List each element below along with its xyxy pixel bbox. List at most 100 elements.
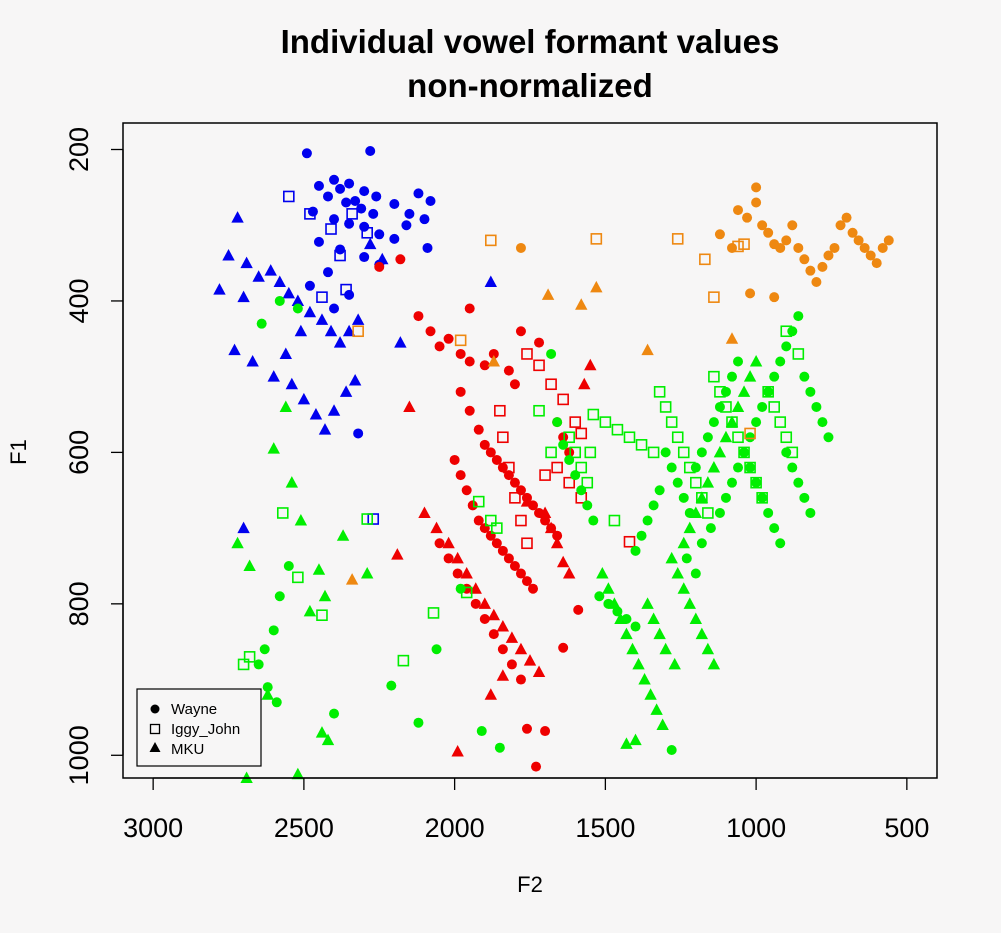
- legend-marker-square: [149, 723, 161, 735]
- data-point-mku-green: [731, 400, 745, 412]
- data-point-mku-blue: [318, 423, 332, 435]
- data-point-wayne-blue: [371, 191, 382, 202]
- data-point-iggy-john-red: [494, 404, 506, 417]
- data-point-wayne-green: [745, 462, 756, 473]
- y-tick-label: 1000: [64, 725, 94, 785]
- data-point-wayne-red: [497, 644, 508, 655]
- data-point-mku-green: [677, 582, 690, 594]
- data-point-wayne-orange: [877, 242, 888, 253]
- legend-marker-triangle: [149, 742, 161, 752]
- data-point-mku-red: [538, 506, 552, 518]
- data-point-iggy-john-green: [738, 446, 750, 459]
- data-point-mku-green: [701, 642, 715, 655]
- data-point-mku-green: [315, 726, 329, 738]
- data-point-mku-green: [294, 514, 308, 526]
- data-point-wayne-orange: [751, 197, 762, 208]
- data-point-wayne-red: [443, 333, 454, 344]
- data-point-wayne-green: [775, 538, 786, 549]
- data-point-iggy-john-blue: [367, 513, 380, 525]
- data-point-iggy-john-green: [768, 401, 781, 413]
- y-axis: 200 400 600 800 1000: [64, 127, 124, 785]
- data-point-wayne-red: [449, 454, 460, 465]
- data-point-mku-green: [656, 718, 669, 730]
- data-point-wayne-green: [558, 439, 569, 450]
- data-point-wayne-red: [464, 303, 475, 314]
- legend-marker-circle: [150, 704, 160, 714]
- data-point-wayne-red: [528, 583, 539, 594]
- data-point-iggy-john-orange: [352, 325, 364, 338]
- data-point-wayne-red: [521, 723, 532, 734]
- data-point-iggy-john-green: [611, 423, 624, 436]
- chart-subtitle: non-normalized: [407, 67, 653, 104]
- data-point-wayne-orange: [799, 254, 810, 265]
- data-point-iggy-john-blue: [340, 283, 352, 296]
- data-point-mku-blue: [315, 313, 329, 325]
- data-point-mku-green: [626, 642, 639, 655]
- data-point-wayne-blue: [365, 146, 376, 157]
- data-point-mku-green: [596, 567, 609, 579]
- data-point-wayne-green: [714, 507, 725, 518]
- data-point-wayne-green: [733, 356, 744, 367]
- data-point-mku-orange: [345, 573, 359, 585]
- data-point-mku-red: [562, 567, 576, 579]
- data-point-iggy-john-red: [497, 431, 509, 444]
- data-point-wayne-orange: [841, 212, 852, 223]
- data-point-wayne-blue: [350, 195, 361, 206]
- data-point-wayne-green: [262, 682, 273, 693]
- data-point-wayne-orange: [769, 292, 780, 303]
- data-point-wayne-green: [630, 621, 641, 632]
- data-point-mku-blue: [246, 355, 259, 367]
- data-point-iggy-john-green: [714, 386, 726, 398]
- data-point-mku-orange: [541, 288, 555, 300]
- data-point-iggy-john-green: [575, 461, 588, 474]
- data-point-wayne-blue: [401, 220, 412, 231]
- data-point-iggy-john-green: [397, 654, 410, 667]
- data-point-iggy-john-orange: [699, 253, 711, 266]
- data-point-mku-green: [361, 567, 374, 579]
- data-point-mku-red: [505, 631, 519, 643]
- data-point-wayne-red: [374, 261, 385, 272]
- data-point-wayne-green: [253, 659, 264, 670]
- data-point-wayne-blue: [301, 148, 312, 159]
- data-point-mku-green: [620, 737, 633, 749]
- data-point-iggy-john-green: [472, 495, 485, 508]
- data-point-mku-blue: [213, 283, 226, 295]
- data-point-wayne-orange: [871, 258, 882, 269]
- data-point-wayne-blue: [323, 267, 334, 278]
- data-point-wayne-green: [726, 371, 737, 382]
- data-point-iggy-john-green: [720, 401, 732, 413]
- data-point-wayne-green: [793, 477, 804, 488]
- data-point-iggy-john-blue: [316, 291, 328, 303]
- data-point-mku-green: [608, 597, 621, 609]
- data-point-wayne-red: [558, 432, 569, 443]
- data-point-mku-green: [650, 703, 663, 715]
- data-point-wayne-red: [515, 674, 526, 685]
- data-point-wayne-green: [476, 726, 487, 737]
- data-point-mku-blue: [294, 324, 308, 337]
- data-point-mku-blue: [297, 392, 311, 405]
- data-point-mku-blue: [324, 324, 338, 337]
- data-point-iggy-john-green: [744, 461, 756, 474]
- data-point-mku-blue: [252, 270, 265, 282]
- data-point-wayne-red: [531, 761, 542, 772]
- data-point-wayne-orange: [751, 182, 762, 193]
- data-point-iggy-john-green: [460, 586, 473, 599]
- data-point-iggy-john-green: [774, 416, 787, 428]
- data-point-mku-green: [725, 415, 739, 428]
- legend-label-mku: MKU: [171, 741, 204, 758]
- data-point-wayne-red: [425, 326, 436, 337]
- data-point-wayne-green: [654, 485, 665, 496]
- data-point-mku-blue: [237, 290, 250, 303]
- data-point-wayne-red: [455, 470, 466, 481]
- data-point-iggy-john-green: [599, 416, 612, 428]
- data-point-mku-blue: [348, 373, 362, 386]
- data-point-wayne-red: [395, 254, 406, 265]
- data-point-mku-red: [496, 669, 510, 681]
- chart-title: Individual vowel formant values: [281, 23, 780, 60]
- y-tick-label: 400: [64, 278, 94, 323]
- data-point-iggy-john-green: [584, 446, 597, 459]
- data-point-iggy-john-orange: [485, 234, 497, 247]
- data-point-wayne-red: [488, 629, 499, 640]
- data-point-wayne-red: [515, 568, 526, 579]
- data-point-mku-red: [556, 555, 570, 568]
